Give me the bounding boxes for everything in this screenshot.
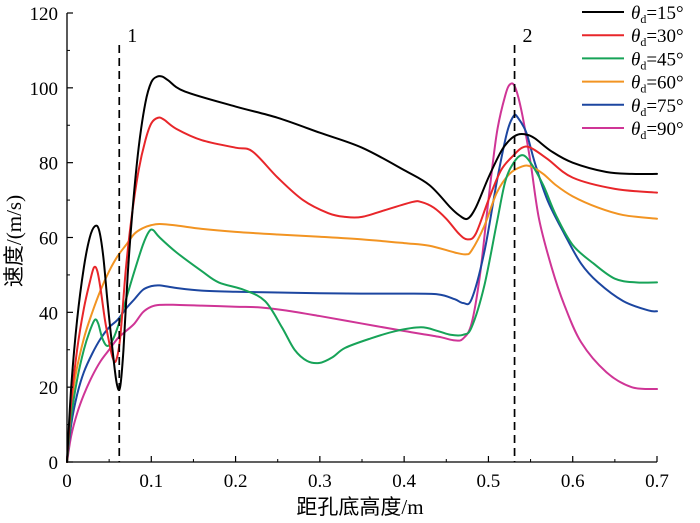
series-line-30 [66, 116, 658, 463]
legend-label: θd=30° [631, 26, 684, 49]
y-tick-label: 0 [49, 453, 59, 474]
annotation-label-1: 1 [127, 25, 137, 47]
legend-item: θd=30° [582, 26, 684, 49]
legend-item: θd=75° [582, 96, 684, 119]
x-tick-label: 0 [62, 471, 72, 492]
y-tick-label: 40 [39, 303, 58, 324]
y-tick-label: 80 [39, 154, 58, 175]
legend-item: θd=60° [582, 73, 684, 96]
series-line-15 [66, 75, 658, 463]
legend-item: θd=45° [582, 49, 684, 72]
legend-label: θd=75° [631, 96, 684, 119]
y-tick-label: 20 [39, 378, 58, 399]
x-tick-label: 0.4 [392, 471, 416, 492]
x-tick-label: 0.1 [139, 471, 163, 492]
x-tick-label: 0.5 [477, 471, 501, 492]
legend-item: θd=90° [582, 119, 684, 142]
plot-area [66, 75, 658, 463]
axes: 0 0.1 0.2 0.3 0.4 0.5 0.6 0.7 0 20 40 60 80 100 120 [30, 4, 669, 492]
legend-label: θd=15° [631, 3, 684, 26]
x-axis-title: 距孔底高度/m [296, 495, 423, 519]
y-tick-label: 120 [30, 4, 59, 25]
series-line-90 [66, 82, 658, 463]
y-tick-label: 100 [30, 79, 59, 100]
series-line-45 [66, 154, 658, 463]
x-tick-label: 0.2 [224, 471, 248, 492]
x-tick-label: 0.6 [561, 471, 585, 492]
x-tick-label: 0.3 [308, 471, 332, 492]
legend-item: θd=15° [582, 3, 684, 26]
y-tick-label: 60 [39, 229, 58, 250]
legend-label: θd=45° [631, 49, 684, 72]
legend: θd=15°θd=30°θd=45°θd=60°θd=75°θd=90° [582, 3, 684, 142]
annotation-label-2: 2 [523, 25, 533, 47]
x-tick-label: 0.7 [645, 471, 669, 492]
legend-label: θd=60° [631, 73, 684, 96]
legend-label: θd=90° [631, 119, 684, 142]
series-line-75 [66, 113, 658, 463]
y-axis-title: 速度/(m/s) [2, 195, 26, 287]
